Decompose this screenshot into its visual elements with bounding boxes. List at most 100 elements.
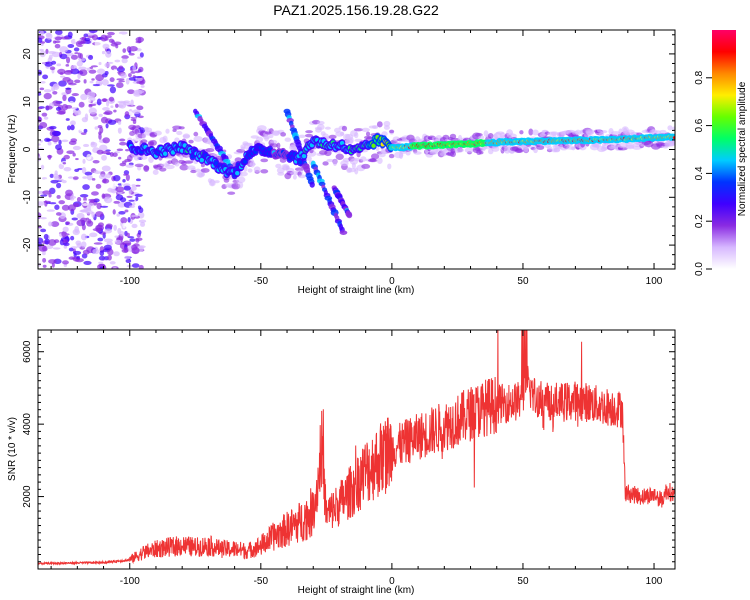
spectrogram-halo-blob <box>298 174 306 179</box>
spectrogram-noise-blob <box>130 99 134 106</box>
spectrogram-noise-blob <box>109 152 114 157</box>
spectrogram-noise-blob <box>45 245 54 250</box>
spectrogram-noise-blob <box>136 105 144 111</box>
spectrogram-noise-blob <box>136 178 141 182</box>
spectrogram-halo-blob <box>376 121 383 128</box>
spectrogram-halo-blob <box>240 146 246 151</box>
spectrogram-halo-blob <box>306 150 317 157</box>
spectrogram-noise-blob <box>128 199 135 202</box>
spectrogram-noise-blob <box>113 68 117 75</box>
spectrogram-halo-blob <box>165 128 170 134</box>
spectrogram-halo-blob <box>328 134 337 139</box>
spectrogram-noise-blob <box>118 31 128 35</box>
spectrogram-noise-blob <box>121 55 129 60</box>
spectrogram-noise-blob <box>101 178 110 184</box>
spectrogram-halo-blob <box>398 152 404 159</box>
spectrogram-noise-blob <box>72 152 76 157</box>
spectrogram-noise-blob <box>91 34 99 41</box>
spectrogram-noise-blob <box>75 114 84 118</box>
spectrogram-noise-blob <box>117 120 122 125</box>
spectrogram-ridge-core <box>301 153 307 159</box>
spectrogram-noise-blob <box>101 154 107 161</box>
spectrogram-noise-blob <box>38 244 47 252</box>
spectrogram-noise-blob <box>84 113 89 120</box>
spectrogram-noise-blob <box>101 150 111 155</box>
spectrogram-noise-blob <box>107 31 115 36</box>
spectrogram-halo-blob <box>659 129 667 134</box>
spectrogram-noise-blob <box>140 221 146 227</box>
spectrogram-noise-blob <box>70 65 77 70</box>
spectrogram-halo-blob <box>174 162 180 167</box>
spectrogram-noise-blob <box>104 62 111 68</box>
spectrogram-noise-blob <box>139 52 144 58</box>
spectrogram-noise-blob <box>41 112 48 117</box>
spectrogram-halo-blob <box>249 160 256 168</box>
spectrogram-noise-blob <box>135 40 142 44</box>
spectrogram-noise-blob <box>76 242 82 248</box>
spectrogram-halo-blob <box>227 191 236 195</box>
spectrogram-noise-blob <box>62 226 69 233</box>
spectrogram-noise-blob <box>58 80 67 87</box>
spectrogram-noise-blob <box>55 144 62 151</box>
spectrogram-halo-blob <box>247 168 253 173</box>
spectrogram-noise-blob <box>122 48 127 53</box>
spectrogram-noise-blob <box>100 116 109 124</box>
spectrogram-noise-blob <box>127 217 131 223</box>
spectrogram-halo-blob <box>617 142 628 149</box>
spectrogram-noise-blob <box>90 205 97 212</box>
spectrogram-noise-blob <box>86 174 93 181</box>
spectrogram-halo-blob <box>354 132 359 139</box>
spectrogram-halo-blob <box>260 169 269 174</box>
spectrogram-noise-blob <box>63 245 68 249</box>
spectrogram-noise-blob <box>38 212 42 220</box>
spectrogram-noise-blob <box>78 69 88 76</box>
spectrogram-noise-blob <box>58 139 62 146</box>
spectrogram-noise-blob <box>121 58 128 64</box>
spectrogram-noise-blob <box>112 266 117 269</box>
spectrogram-noise-blob <box>87 218 92 224</box>
spectrogram-halo-blob <box>149 139 157 146</box>
spectrogram-noise-blob <box>81 43 89 46</box>
spectrogram-noise-blob <box>131 223 138 229</box>
spectrogram-noise-blob <box>116 82 124 89</box>
spectrogram-noise-blob <box>138 219 147 223</box>
colorbar-tick-label: 0.6 <box>694 118 705 132</box>
spectrogram-halo-blob <box>361 127 370 132</box>
x-tick-label: 50 <box>517 576 529 587</box>
spectrogram-noise-blob <box>127 104 136 107</box>
spectrogram-halo-blob <box>553 148 561 153</box>
spectrogram-noise-blob <box>59 46 69 53</box>
spectrogram-halo-blob <box>164 164 175 170</box>
spectrogram-halo-blob <box>205 147 215 153</box>
spectrogram-noise-blob <box>88 54 94 60</box>
spectrogram-noise-blob <box>98 133 102 140</box>
spectrogram-noise-blob <box>62 162 67 165</box>
spectrogram-halo-blob <box>174 137 180 143</box>
spectrogram-halo-blob <box>532 129 539 136</box>
spectrogram-noise-blob <box>89 66 94 70</box>
spectrogram-noise-blob <box>59 75 66 78</box>
spectrogram-halo-blob <box>353 128 364 132</box>
spectrogram-noise-blob <box>94 40 102 47</box>
spectrogram-noise-blob <box>123 185 131 191</box>
spectrogram-noise-blob <box>76 197 82 202</box>
spectrogram-halo-blob <box>270 139 278 144</box>
spectrogram-noise-blob <box>61 204 70 211</box>
spectrogram-halo-blob <box>351 157 361 162</box>
spectrogram-noise-blob <box>48 239 57 246</box>
spectrogram-noise-blob <box>113 200 120 204</box>
spectrogram-halo-blob <box>195 168 201 173</box>
spectrogram-noise-blob <box>54 170 58 176</box>
spectrogram-noise-blob <box>78 66 87 70</box>
spectrogram-noise-blob <box>123 246 129 253</box>
spectrogram-noise-blob <box>119 141 127 146</box>
spectrogram-halo-blob <box>235 176 246 184</box>
spectrogram-noise-blob <box>50 179 59 184</box>
spectrogram-halo-blob <box>547 146 553 151</box>
spectrogram-noise-blob <box>42 251 46 256</box>
spectrogram-noise-blob <box>118 210 126 215</box>
spectrogram-noise-blob <box>74 168 80 172</box>
spectrogram-noise-blob <box>116 148 124 152</box>
spectrogram-noise-blob <box>140 85 145 88</box>
